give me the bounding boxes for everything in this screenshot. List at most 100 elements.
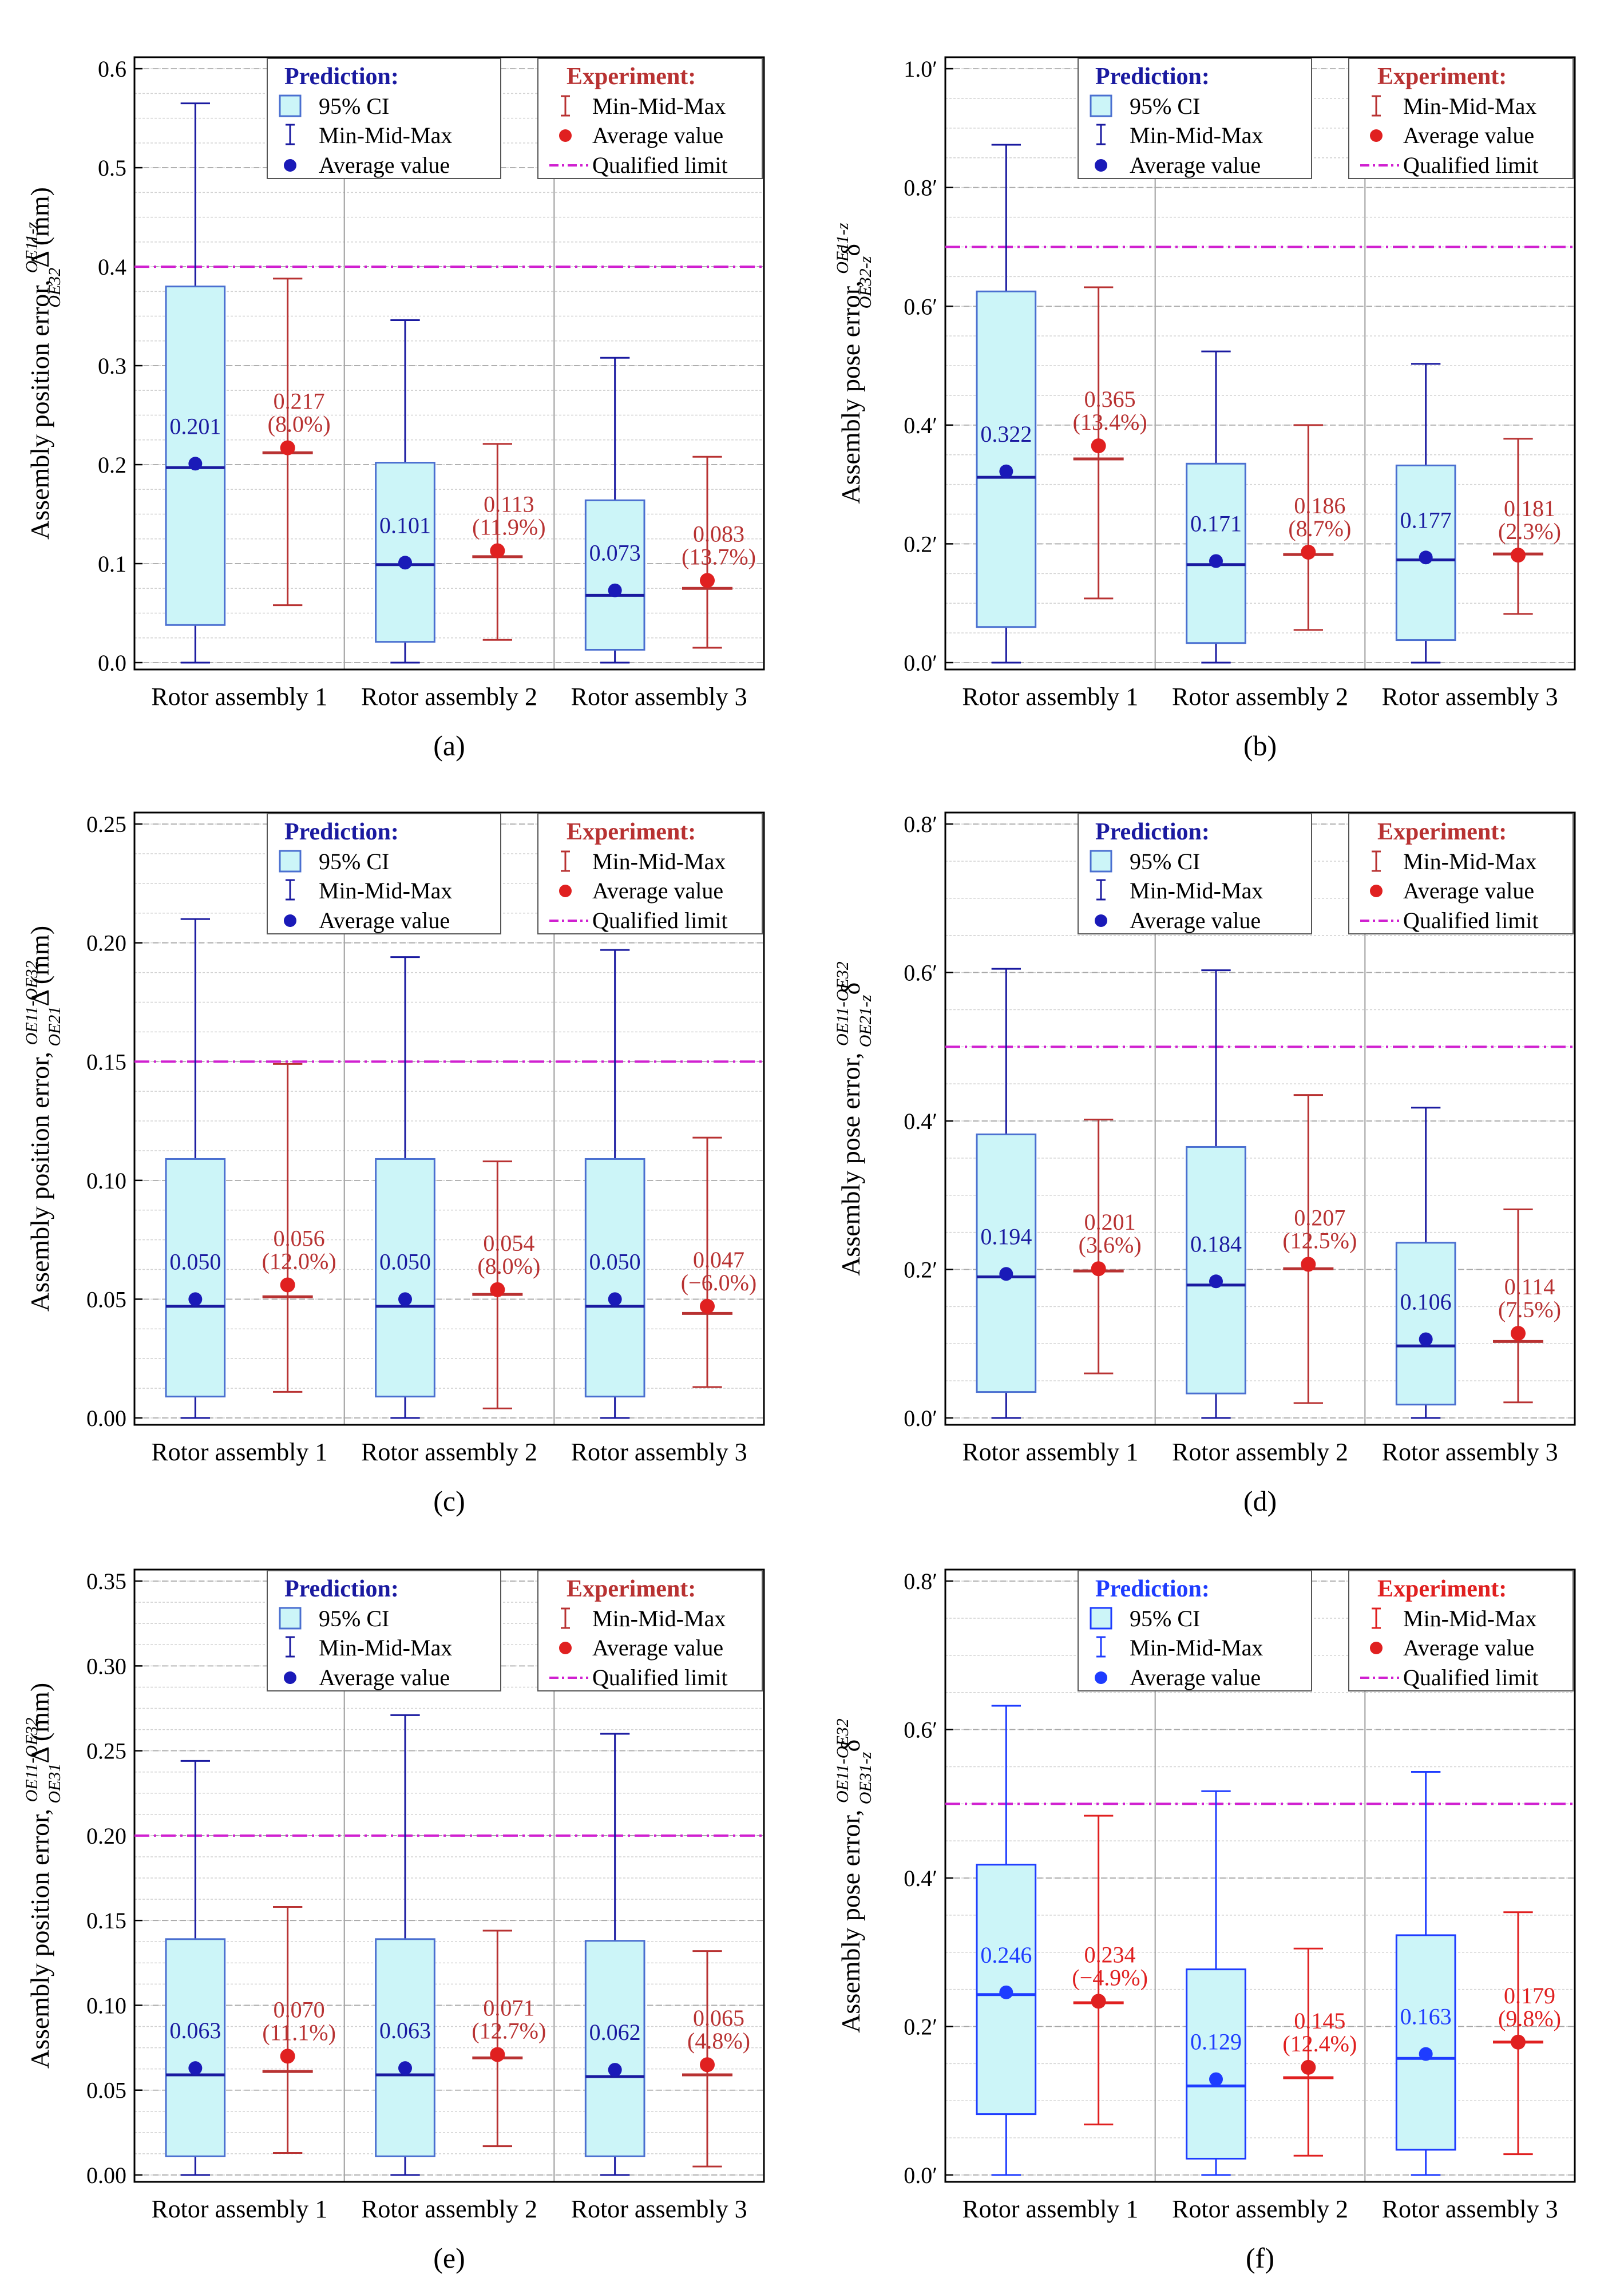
experiment-average-point bbox=[700, 1298, 715, 1314]
x-tick-label: Rotor assembly 1 bbox=[962, 1438, 1138, 1466]
legend-ci-label: 95% CI bbox=[319, 849, 389, 874]
prediction-average-point bbox=[398, 2061, 412, 2075]
y-axis-label-symbol: δ bbox=[836, 982, 865, 995]
experiment-bar-1: 0.365(13.4%) bbox=[1073, 286, 1147, 600]
experiment-bar-2: 0.113(11.9%) bbox=[472, 443, 546, 641]
prediction-box-2: 0.184 bbox=[1186, 969, 1246, 1419]
prediction-ci-box bbox=[976, 1133, 1037, 1393]
y-tick-label: 1.0′ bbox=[904, 56, 937, 82]
legend-exp-minmidmax-label: Min-Mid-Max bbox=[1403, 1606, 1536, 1631]
y-tick-label: 0.1 bbox=[98, 551, 126, 577]
legend-experiment-title: Experiment: bbox=[1377, 1576, 1507, 1602]
prediction-box-1: 0.201 bbox=[165, 102, 226, 664]
legend-average-dot bbox=[284, 914, 296, 927]
y-ticks: 0.0 0.1 0.2 0.3 0.4 0.5 0.6 bbox=[98, 56, 764, 676]
y-axis-label-superscript: OE11-OE32 bbox=[22, 1718, 41, 1802]
y-axis-label-main: Assembly pose error, bbox=[836, 274, 865, 504]
prediction-average-label: 0.163 bbox=[1400, 2004, 1452, 2030]
legend-prediction-frame bbox=[1078, 58, 1312, 179]
prediction-average-label: 0.106 bbox=[1400, 1289, 1452, 1314]
legend-exp-average-label: Average value bbox=[1403, 1635, 1534, 1661]
legend-prediction-frame bbox=[267, 1570, 501, 1691]
prediction-box-1: 0.322 bbox=[976, 144, 1037, 664]
prediction-box-1: 0.246 bbox=[976, 1705, 1037, 2176]
y-ticks: 0.0′ 0.2′ 0.4′ 0.6′ 0.8′ bbox=[904, 1568, 1575, 2188]
prediction-average-point bbox=[1209, 554, 1223, 568]
y-axis-label-superscript: OE11-z bbox=[22, 221, 41, 273]
prediction-ci-box bbox=[375, 462, 435, 643]
panel-caption: (d) bbox=[1243, 1485, 1277, 1517]
legend-prediction-title: Prediction: bbox=[1095, 64, 1210, 90]
legend-minmidmax-label: Min-Mid-Max bbox=[1130, 878, 1263, 904]
legend-exp-minmidmax-label: Min-Mid-Max bbox=[592, 93, 726, 119]
prediction-box-3: 0.163 bbox=[1395, 1771, 1456, 2176]
legend-ci-label: 95% CI bbox=[319, 1606, 389, 1631]
experiment-average-point bbox=[1301, 544, 1316, 560]
legend-experiment-frame bbox=[1348, 1570, 1574, 1691]
prediction-ci-box bbox=[375, 1158, 435, 1398]
legend-prediction-frame bbox=[267, 813, 501, 934]
experiment-bar-2: 0.054(8.0%) bbox=[472, 1160, 540, 1409]
experiment-percent-label: (12.0%) bbox=[262, 1249, 336, 1274]
experiment-percent-label: (2.3%) bbox=[1498, 518, 1561, 544]
prediction-ci-box bbox=[165, 1158, 226, 1398]
legend-ci-label: 95% CI bbox=[319, 93, 389, 119]
y-axis-label-subscript: OE21 bbox=[45, 1007, 64, 1047]
y-tick-label: 0.4 bbox=[98, 254, 126, 280]
y-axis-label: Assembly position error, OE11-OE32 OE21Δ … bbox=[22, 926, 64, 1312]
legend-ci-swatch bbox=[1090, 94, 1112, 117]
experiment-average-label: 0.145 bbox=[1294, 2008, 1345, 2034]
minor-gridlines bbox=[945, 1580, 1575, 2176]
y-axis-label-main: Assembly position error, bbox=[25, 1802, 54, 2069]
x-tick-label: Rotor assembly 2 bbox=[361, 683, 537, 711]
y-tick-label: 0.25 bbox=[86, 1738, 126, 1764]
x-tick-label: Rotor assembly 2 bbox=[361, 2195, 537, 2223]
experiment-average-label: 0.083 bbox=[693, 521, 744, 546]
experiment-average-label: 0.070 bbox=[274, 1996, 325, 2022]
chart-panel-b: 0.0′ 0.2′ 0.4′ 0.6′ 0.8′ 1.0′ 0.322 0.365(13.4%… bbox=[833, 56, 1576, 762]
prediction-average-label: 0.062 bbox=[589, 2019, 641, 2045]
legend-exp-average-dot bbox=[1370, 129, 1383, 142]
y-tick-label: 0.8′ bbox=[904, 1568, 937, 1594]
legend-prediction: Prediction: 95% CI Min-Mid-Max Average valu… bbox=[1078, 1570, 1312, 1691]
prediction-average-label: 0.063 bbox=[169, 2018, 221, 2043]
y-axis-label-superscript: OE11-OE32 bbox=[833, 961, 852, 1046]
x-tick-label: Rotor assembly 3 bbox=[1382, 683, 1558, 711]
experiment-bar-1: 0.201(3.6%) bbox=[1073, 1118, 1142, 1374]
legend-limit-label: Qualified limit bbox=[1403, 908, 1539, 933]
x-tick-label: Rotor assembly 1 bbox=[962, 2195, 1138, 2223]
experiment-percent-label: (4.8%) bbox=[687, 2028, 750, 2054]
legend-experiment-title: Experiment: bbox=[567, 1576, 696, 1602]
legend-experiment: Experiment: Min-Mid-Max Average value Quali… bbox=[537, 1570, 763, 1691]
experiment-bar-2: 0.071(12.7%) bbox=[472, 1930, 546, 2148]
legend-exp-minmidmax-label: Min-Mid-Max bbox=[1403, 93, 1536, 119]
y-axis-label-subscript: OE21-z bbox=[856, 995, 875, 1047]
y-axis-label-superscript: OE11-OE32 bbox=[833, 1718, 852, 1803]
y-ticks: 0.0′ 0.2′ 0.4′ 0.6′ 0.8′ bbox=[904, 811, 1575, 1431]
prediction-box-3: 0.177 bbox=[1395, 363, 1456, 664]
legend-ci-label: 95% CI bbox=[1130, 1606, 1200, 1631]
prediction-average-label: 0.073 bbox=[589, 540, 641, 566]
experiment-average-point bbox=[280, 1277, 295, 1293]
y-tick-label: 0.2′ bbox=[904, 1257, 937, 1283]
y-tick-label: 0.20 bbox=[86, 1823, 126, 1849]
y-tick-label: 0.20 bbox=[86, 930, 126, 956]
chart-panel-d: 0.0′ 0.2′ 0.4′ 0.6′ 0.8′ 0.194 0.201(3.6%) Roto… bbox=[833, 811, 1576, 1517]
experiment-average-label: 0.365 bbox=[1084, 386, 1136, 412]
experiment-average-label: 0.201 bbox=[1084, 1209, 1136, 1235]
prediction-ci-box bbox=[584, 1940, 645, 2157]
experiment-average-point bbox=[1301, 1257, 1316, 1272]
legend-exp-minmidmax-label: Min-Mid-Max bbox=[592, 849, 726, 874]
plot-frame bbox=[133, 811, 765, 1426]
prediction-average-point bbox=[1209, 2072, 1223, 2086]
y-axis-label-subscript: OE32 bbox=[45, 268, 64, 308]
legend-exp-minmidmax-label: Min-Mid-Max bbox=[592, 1606, 726, 1631]
experiment-percent-label: (8.0%) bbox=[268, 411, 331, 437]
y-axis-label-symbol: Δ bbox=[25, 252, 54, 268]
prediction-average-label: 0.201 bbox=[169, 413, 221, 439]
experiment-percent-label: (13.4%) bbox=[1073, 409, 1147, 435]
prediction-ci-box bbox=[1395, 1934, 1456, 2151]
prediction-box-2: 0.050 bbox=[375, 956, 435, 1419]
prediction-ci-box bbox=[165, 1938, 226, 2157]
experiment-average-label: 0.071 bbox=[483, 1995, 534, 2020]
